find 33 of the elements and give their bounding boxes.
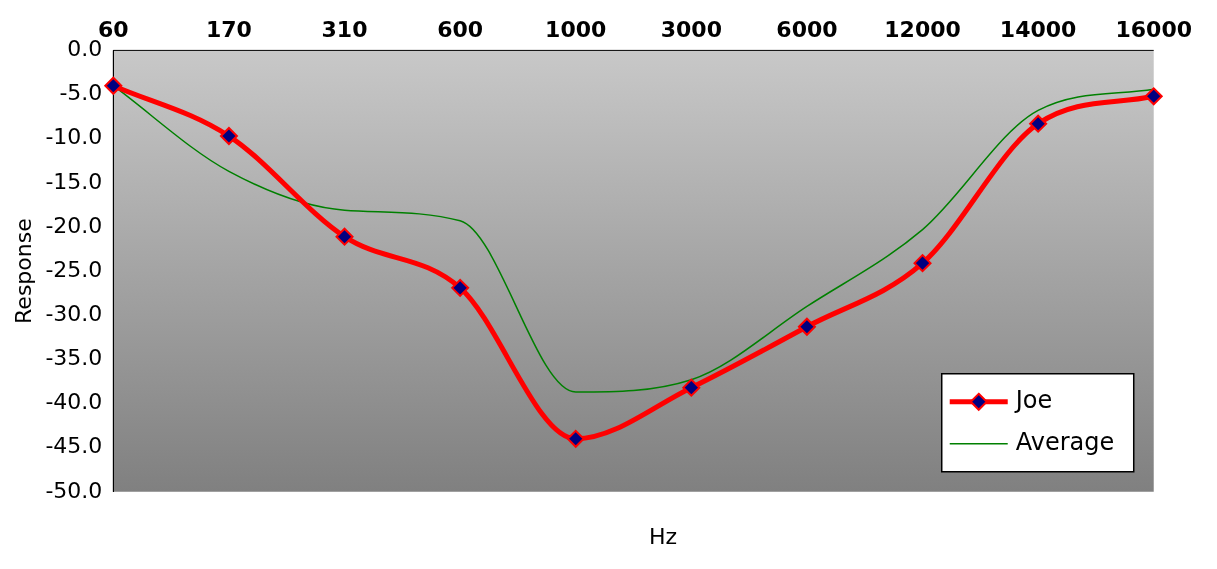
point [682,378,701,397]
x-tick-label: 3000 [660,16,722,42]
legend-label: Joe [1013,386,1053,415]
y-tick-label: -35.0 [45,345,103,371]
x-tick-label: 6000 [776,16,838,42]
point [1144,87,1163,106]
y-tick-label: -40.0 [45,389,103,415]
point [913,254,932,273]
y-tick-label: -45.0 [45,433,103,459]
y-tick-label: -15.0 [45,168,103,194]
y-tick-label: -25.0 [45,256,103,282]
y-tick-label: -5.0 [59,80,103,106]
x-tick-label: 310 [321,16,368,42]
y-tick-label: -10.0 [45,124,103,150]
y-axis-title: Response [10,218,36,324]
x-axis-title: Hz [647,524,679,549]
point [104,76,123,95]
x-tick-label: 16000 [1115,16,1192,42]
x-tick-label: 12000 [884,16,961,42]
point [566,429,585,448]
point [335,227,354,246]
x-tick-label: 14000 [999,16,1077,42]
y-tick-label: -30.0 [45,300,103,326]
x-tick-label: 1000 [545,16,607,42]
x-tick-label: 170 [205,16,252,42]
y-tick-label: -50.0 [45,477,103,503]
legend-label: Average [1015,428,1115,457]
point [451,278,470,297]
y-tick-label: -20.0 [45,212,103,238]
x-tick-label: 600 [437,16,484,42]
point [219,127,238,146]
point [1029,114,1048,133]
point [797,317,816,336]
